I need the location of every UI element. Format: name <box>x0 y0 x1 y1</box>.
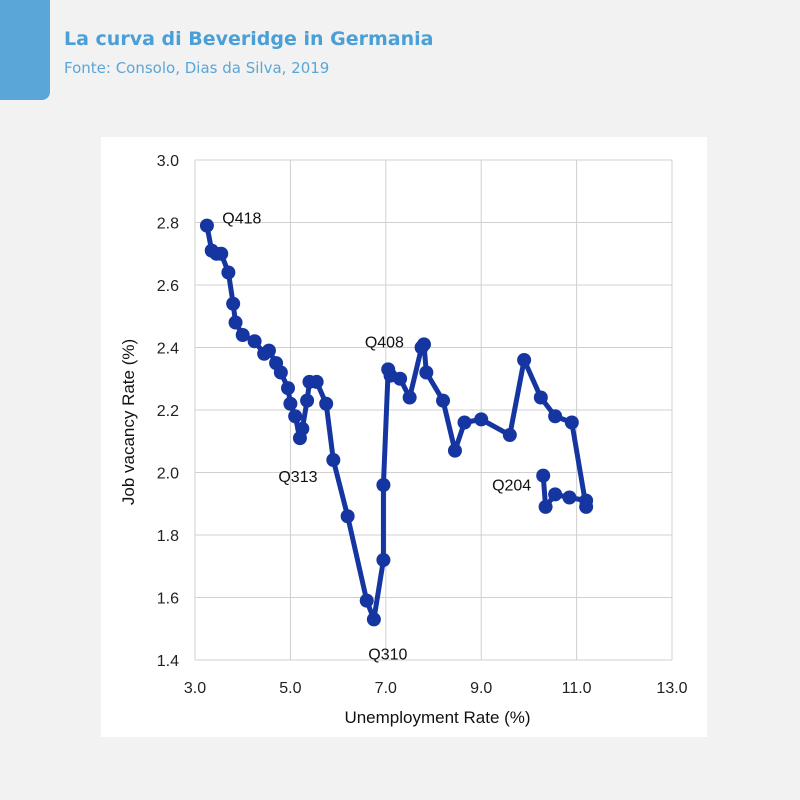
data-point <box>562 490 577 505</box>
data-point <box>579 499 594 514</box>
data-point <box>228 315 243 330</box>
y-tick-label: 2.8 <box>157 216 179 233</box>
beveridge-curve-chart: 3.0 5.0 7.0 9.0 11.0 13.0 1.4 1.6 1.8 2.0 2.2 2.4 2.… <box>119 153 688 727</box>
data-point <box>359 593 374 608</box>
data-point <box>204 243 219 258</box>
point-annotation: Q310 <box>368 646 407 663</box>
data-point <box>376 478 391 492</box>
data-point <box>457 415 472 430</box>
data-point <box>517 353 532 367</box>
data-point <box>288 409 303 424</box>
x-tick-label: 3.0 <box>184 680 206 697</box>
data-point <box>381 362 396 377</box>
data-point <box>340 509 355 524</box>
data-point <box>235 328 250 342</box>
data-point <box>292 431 307 446</box>
page-subtitle: Fonte: Consolo, Dias da Silva, 2019 <box>64 59 330 77</box>
y-tick-label: 3.0 <box>157 153 179 170</box>
x-axis-label: Unemployment Rate (%) <box>344 708 530 727</box>
data-point <box>414 340 429 355</box>
data-point <box>366 612 381 627</box>
data-point <box>302 374 317 389</box>
point-annotation: Q418 <box>222 211 261 228</box>
point-annotation: Q313 <box>278 469 317 486</box>
data-point <box>502 428 517 442</box>
data-point <box>199 218 214 233</box>
point-annotation: Q408 <box>365 334 404 351</box>
y-tick-label: 2.0 <box>157 466 179 483</box>
y-axis-label: Job vacancy Rate (%) <box>119 339 138 505</box>
data-point <box>247 334 262 349</box>
data-point <box>474 412 489 427</box>
data-point <box>281 381 296 396</box>
data-point <box>257 346 272 361</box>
y-tick-label: 2.6 <box>157 278 179 295</box>
y-tick-label: 2.4 <box>157 341 179 358</box>
data-point <box>419 365 434 380</box>
point-annotation: Q204 <box>492 478 531 495</box>
data-point <box>283 396 298 411</box>
data-point <box>402 390 417 405</box>
data-point <box>548 409 563 424</box>
data-point <box>226 296 241 311</box>
x-tick-label: 7.0 <box>375 680 397 697</box>
data-point <box>436 393 451 408</box>
data-point <box>326 453 341 467</box>
data-point <box>564 415 579 430</box>
data-point <box>538 499 553 514</box>
data-point <box>319 396 334 411</box>
page-title: La curva di Beveridge in Germania <box>64 28 434 50</box>
x-tick-label: 13.0 <box>656 680 687 697</box>
data-point <box>269 356 284 371</box>
y-tick-label: 1.6 <box>157 591 179 608</box>
data-point <box>300 393 315 408</box>
x-tick-label: 5.0 <box>279 680 301 697</box>
y-tick-label: 2.2 <box>157 403 179 420</box>
x-tick-label: 9.0 <box>470 680 492 697</box>
data-point <box>536 468 551 483</box>
data-point <box>376 553 391 567</box>
x-tick-label: 11.0 <box>562 680 592 697</box>
data-point <box>447 443 462 458</box>
data-point <box>221 265 236 280</box>
chart-card: 3.0 5.0 7.0 9.0 11.0 13.0 1.4 1.6 1.8 2.0 2.2 2.4 2.… <box>101 137 707 737</box>
y-tick-label: 1.4 <box>157 653 179 670</box>
data-point <box>533 390 548 405</box>
y-tick-label: 1.8 <box>157 528 179 545</box>
header-accent-tab <box>0 0 50 100</box>
data-point <box>548 487 563 502</box>
